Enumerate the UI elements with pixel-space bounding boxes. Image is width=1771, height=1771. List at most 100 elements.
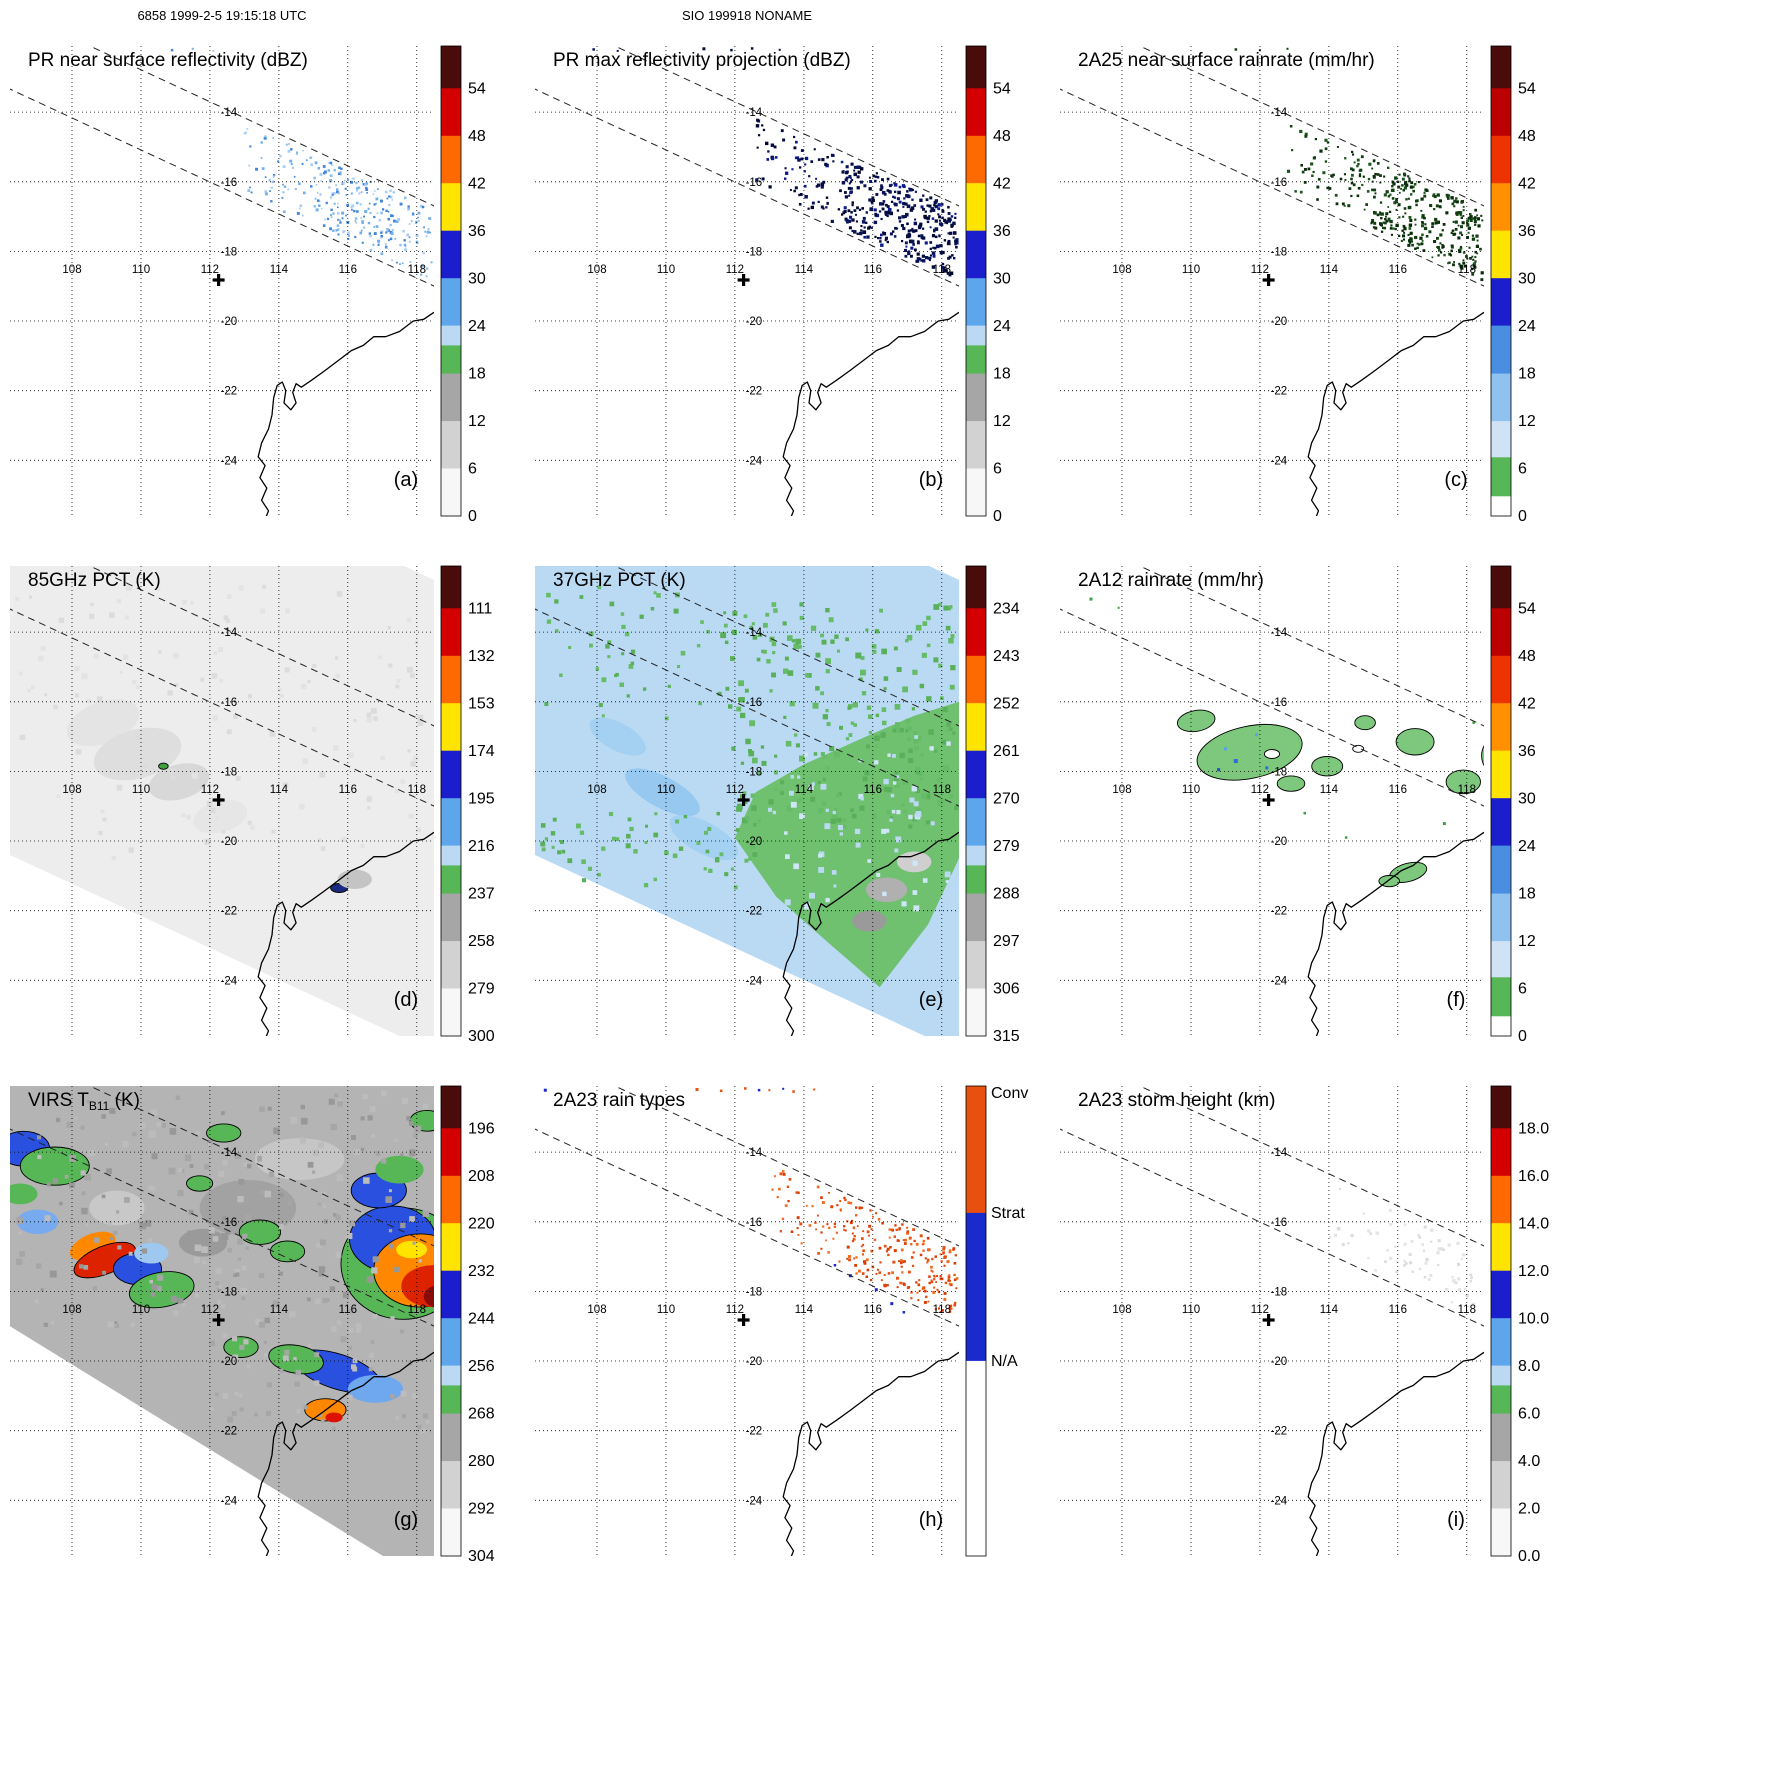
colorbar: 111 132 153 174 195 216 237 258 279 300 (440, 565, 495, 1045)
colorbar-border (1490, 45, 1512, 517)
lat-label: -14 (1271, 107, 1288, 119)
colorbar-label: 279 (993, 838, 1020, 855)
panel-f-plot: 108 110 112 114 116 118 -14 -16 -18 -20 -22 -24 2A12… (1060, 565, 1536, 1045)
data-point (543, 1088, 547, 1092)
colorbar-label: 48 (468, 128, 486, 145)
lon-label: 112 (726, 784, 744, 796)
colorbar-segment (441, 1175, 461, 1224)
graticule (10, 1086, 434, 1556)
lat-label: -14 (221, 627, 238, 639)
lon-label: 110 (1182, 1304, 1200, 1316)
lat-label: -18 (746, 766, 763, 778)
colorbar-label: N/A (991, 1353, 1018, 1370)
data-point (782, 1087, 785, 1090)
colorbar-segment (441, 1223, 461, 1272)
colorbar-label: 243 (993, 648, 1020, 665)
colorbar: 54 48 42 36 30 24 18 12 6 0 (1490, 45, 1536, 525)
swath-edge-line (535, 88, 959, 287)
lon-label: 116 (1389, 1304, 1407, 1316)
colorbar-segment (441, 183, 461, 232)
lat-label: -20 (221, 1356, 238, 1368)
lon-label: 114 (795, 784, 814, 796)
lat-label: -22 (1271, 1426, 1288, 1438)
data-blob (347, 1375, 403, 1403)
panel-title: 2A23 rain types (553, 1090, 685, 1111)
data-point (1117, 606, 1120, 609)
panel-letter: (a) (394, 469, 418, 491)
data-blob (148, 763, 210, 801)
colorbar-label: 232 (468, 1263, 495, 1280)
data-speckles (170, 47, 433, 278)
swath-edge-line (1060, 88, 1484, 287)
map-area (1060, 1086, 1484, 1556)
data-blob (625, 768, 700, 817)
colorbar-segment (441, 566, 461, 609)
colorbar-label: 48 (993, 128, 1011, 145)
lat-label: -20 (1271, 1356, 1288, 1368)
data-blob (10, 1183, 38, 1205)
data-point (1344, 836, 1348, 839)
data-point (1286, 47, 1289, 50)
data-blob (186, 1175, 214, 1192)
colorbar-label: 174 (468, 743, 495, 760)
swath-edge-line (88, 1086, 434, 1247)
lon-label: 114 (1320, 264, 1339, 276)
panel-c: 108 110 112 114 116 118 -14 -16 -18 -20 -22 -24 2A25… (1050, 26, 1575, 546)
data-speckles (1089, 597, 1475, 839)
data-region (734, 701, 959, 988)
colorbar-label: 24 (1518, 318, 1536, 335)
data-speckles (543, 1087, 959, 1314)
colorbar-segment (441, 1413, 461, 1462)
colorbar-segment (966, 845, 986, 866)
data-point (191, 47, 194, 50)
lat-label: -18 (1271, 246, 1288, 258)
lat-label: -18 (221, 766, 238, 778)
lat-label: -22 (1271, 386, 1288, 398)
colorbar-label: 48 (1518, 648, 1536, 665)
coastline (257, 1351, 434, 1556)
panel-title: 37GHz PCT (K) (553, 570, 686, 591)
panel-g: 108 110 112 114 116 118 -14 -16 -18 -20 -22 -24 VIRS… (0, 1066, 525, 1586)
lon-label: 116 (1389, 264, 1407, 276)
lat-label: -18 (221, 246, 238, 258)
colorbar-label: 30 (993, 270, 1011, 287)
lat-label: -20 (1271, 836, 1288, 848)
lat-label: -20 (746, 1356, 763, 1368)
colorbar-segment (1491, 46, 1511, 89)
lon-label: 114 (795, 1304, 814, 1316)
colorbar-segment (441, 1318, 461, 1367)
lat-label: -20 (746, 316, 763, 328)
colorbar-segment (966, 88, 986, 137)
panel-title: 2A23 storm height (km) (1078, 1090, 1275, 1111)
lat-label: -18 (1271, 766, 1288, 778)
colorbar-segment (1491, 325, 1511, 374)
ground-site-marker (212, 794, 225, 806)
data-point (592, 48, 595, 51)
colorbar-segment (441, 88, 461, 137)
lat-label: -20 (1271, 316, 1288, 328)
colorbar-segment (966, 278, 986, 327)
colorbar-label: 54 (1518, 600, 1536, 617)
colorbar-border (965, 1085, 987, 1557)
colorbar-label: 6 (993, 461, 1002, 478)
swath-edge-line (1138, 1086, 1484, 1247)
lat-label: -14 (746, 107, 763, 119)
panel-title: VIRS TB11 (K) (28, 1090, 140, 1113)
lat-label: -20 (221, 836, 238, 848)
colorbar-segment (1491, 421, 1511, 458)
panel-d-plot: 108 110 112 114 116 118 -14 -16 -18 -20 -22 -24 85GH… (10, 565, 495, 1045)
colorbar-segment (441, 325, 461, 346)
lat-label: -24 (1271, 455, 1288, 467)
lon-label: 118 (1458, 784, 1476, 796)
lon-label: 108 (62, 1304, 81, 1316)
graticule (10, 46, 434, 516)
colorbar-label: 306 (993, 981, 1020, 998)
swath-edge-line (88, 566, 434, 727)
colorbar-label: 0.0 (1518, 1548, 1540, 1565)
colorbar-label: 10.0 (1518, 1310, 1549, 1327)
colorbar-border (1490, 565, 1512, 1037)
lon-label: 108 (587, 1304, 606, 1316)
colorbar-label: 36 (1518, 223, 1536, 240)
lon-label: 108 (587, 264, 606, 276)
